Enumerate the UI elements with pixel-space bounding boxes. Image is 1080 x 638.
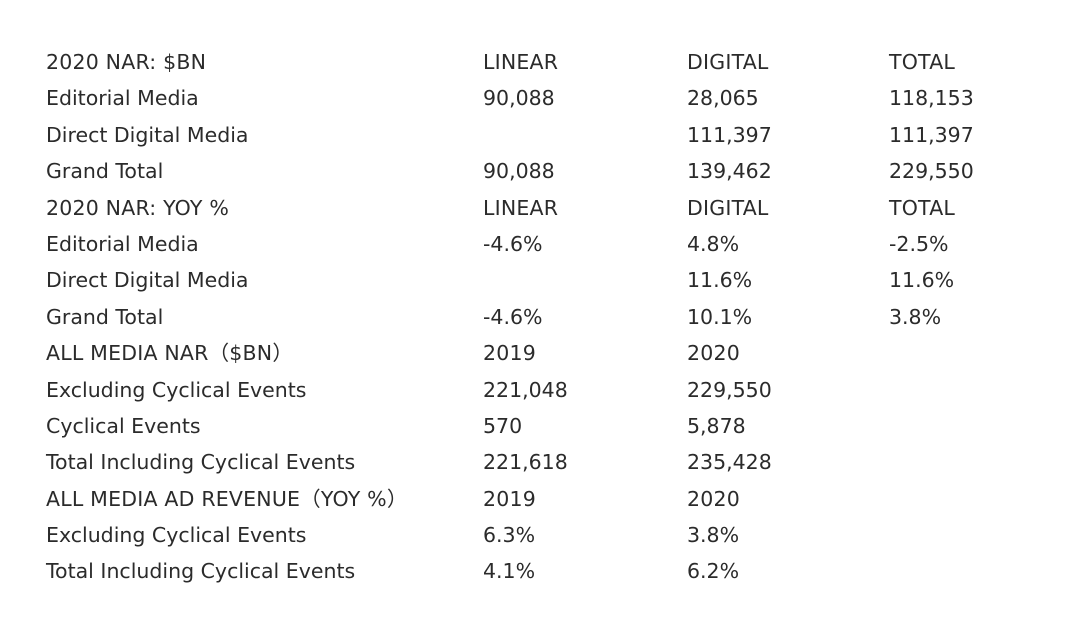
row-label: 2020 NAR: $BN xyxy=(46,50,207,74)
table-header-row: ALL MEDIA NAR（$BN） 2019 2020 xyxy=(46,335,1046,371)
cell-value: 118,153 xyxy=(889,86,974,111)
cell-value: 28,065 xyxy=(687,86,759,111)
cell-value: 3.8% xyxy=(687,523,740,548)
row-label: Direct Digital Media xyxy=(46,268,249,293)
cell-value: 11.6% xyxy=(687,268,753,293)
cell-value: 6.2% xyxy=(687,559,740,584)
row-label: 2020 NAR: YOY % xyxy=(46,195,230,220)
row-label: Total Including Cyclical Events xyxy=(46,559,356,584)
column-header-2019: 2019 xyxy=(483,486,536,511)
cell-value: 5,878 xyxy=(687,413,746,438)
table-row: Editorial Media 90,088 28,065 118,153 xyxy=(46,80,1046,116)
table-row: Editorial Media -4.6% 4.8% -2.5% xyxy=(46,226,1046,262)
cell-value: 235,428 xyxy=(687,450,772,475)
row-label: ALL MEDIA NAR（$BN） xyxy=(46,341,294,366)
column-header-2020: 2020 xyxy=(687,486,740,511)
cell-value: 111,397 xyxy=(687,122,772,147)
table-header-row: ALL MEDIA AD REVENUE（YOY %） 2019 2020 xyxy=(46,481,1046,517)
row-label: Total Including Cyclical Events xyxy=(46,450,356,475)
column-header-2020: 2020 xyxy=(687,341,740,366)
cell-value: 90,088 xyxy=(483,86,555,111)
column-header-digital: DIGITAL xyxy=(687,50,769,74)
data-table: 2020 NAR: $BN LINEAR DIGITAL TOTAL Edito… xyxy=(46,44,1046,590)
column-header-total: TOTAL xyxy=(889,195,956,220)
cell-value: 6.3% xyxy=(483,523,536,548)
column-header-digital: DIGITAL xyxy=(687,195,769,220)
row-label: Direct Digital Media xyxy=(46,122,249,147)
column-header-linear: LINEAR xyxy=(483,50,559,74)
column-header-linear: LINEAR xyxy=(483,195,559,220)
table-header-row: 2020 NAR: YOY % LINEAR DIGITAL TOTAL xyxy=(46,190,1046,226)
table-header-row: 2020 NAR: $BN LINEAR DIGITAL TOTAL xyxy=(46,44,1046,80)
table-row: Direct Digital Media 11.6% 11.6% xyxy=(46,262,1046,298)
cell-value: 221,618 xyxy=(483,450,568,475)
table-row: Excluding Cyclical Events 6.3% 3.8% xyxy=(46,517,1046,553)
cell-value: -4.6% xyxy=(483,231,543,256)
table-row: Excluding Cyclical Events 221,048 229,55… xyxy=(46,372,1046,408)
table-row: Direct Digital Media 111,397 111,397 xyxy=(46,117,1046,153)
table-row: Cyclical Events 570 5,878 xyxy=(46,408,1046,444)
cell-value: 570 xyxy=(483,413,523,438)
row-label: Editorial Media xyxy=(46,231,199,256)
cell-value: 111,397 xyxy=(889,122,974,147)
row-label: ALL MEDIA AD REVENUE（YOY %） xyxy=(46,486,408,511)
cell-value: 221,048 xyxy=(483,377,568,402)
column-header-2019: 2019 xyxy=(483,341,536,366)
cell-value: 229,550 xyxy=(889,159,974,184)
table-row: Grand Total 90,088 139,462 229,550 xyxy=(46,153,1046,189)
row-label: Editorial Media xyxy=(46,86,199,111)
cell-value: -2.5% xyxy=(889,231,949,256)
row-label: Cyclical Events xyxy=(46,413,201,438)
row-label: Excluding Cyclical Events xyxy=(46,377,307,402)
cell-value: 90,088 xyxy=(483,159,555,184)
row-label: Grand Total xyxy=(46,159,164,184)
cell-value: 10.1% xyxy=(687,304,753,329)
table-row: Total Including Cyclical Events 221,618 … xyxy=(46,444,1046,480)
cell-value: 11.6% xyxy=(889,268,955,293)
row-label: Excluding Cyclical Events xyxy=(46,523,307,548)
cell-value: 3.8% xyxy=(889,304,942,329)
cell-value: 139,462 xyxy=(687,159,772,184)
row-label: Grand Total xyxy=(46,304,164,329)
table-row: Grand Total -4.6% 10.1% 3.8% xyxy=(46,299,1046,335)
table-row: Total Including Cyclical Events 4.1% 6.2… xyxy=(46,553,1046,589)
cell-value: 4.1% xyxy=(483,559,536,584)
cell-value: 229,550 xyxy=(687,377,772,402)
cell-value: -4.6% xyxy=(483,304,543,329)
column-header-total: TOTAL xyxy=(889,50,956,74)
cell-value: 4.8% xyxy=(687,231,740,256)
